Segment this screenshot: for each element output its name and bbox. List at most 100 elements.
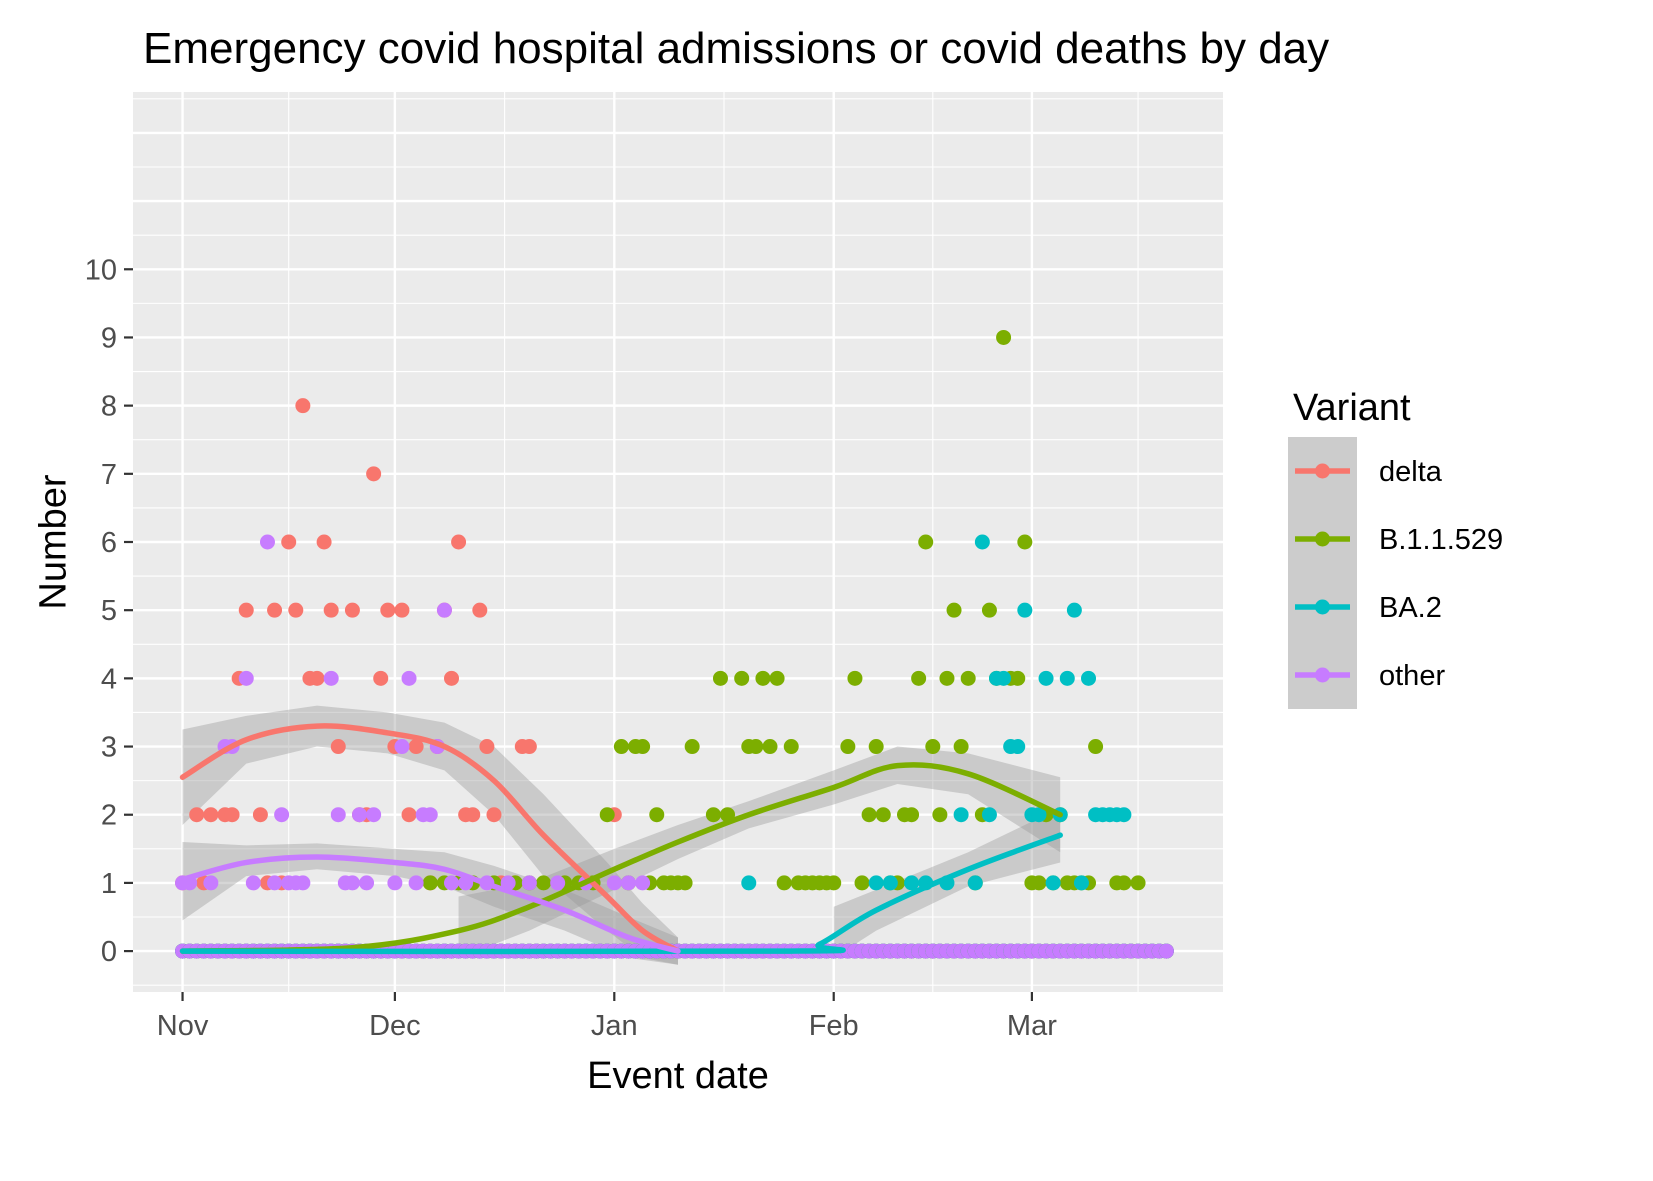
point-B.1.1.529 xyxy=(981,602,997,618)
point-other xyxy=(394,739,410,755)
legend-key-background xyxy=(1288,437,1357,709)
point-BA.2 xyxy=(1010,739,1026,755)
point-other xyxy=(274,807,290,823)
point-B.1.1.529 xyxy=(1010,670,1026,686)
point-delta xyxy=(444,670,460,686)
point-other xyxy=(323,670,339,686)
point-B.1.1.529 xyxy=(932,807,948,823)
legend-label: BA.2 xyxy=(1379,592,1442,624)
point-B.1.1.529 xyxy=(875,807,891,823)
point-B.1.1.529 xyxy=(734,670,750,686)
legend-key-point xyxy=(1315,599,1330,615)
legend: Variant delta B.1.1.529 BA.2 other xyxy=(1288,387,1503,709)
point-B.1.1.529 xyxy=(599,807,615,823)
point-BA.2 xyxy=(981,807,997,823)
y-tick-label: 9 xyxy=(101,322,117,354)
point-delta xyxy=(267,602,283,618)
point-delta xyxy=(408,739,424,755)
point-B.1.1.529 xyxy=(613,739,629,755)
point-other xyxy=(500,875,516,891)
point-B.1.1.529 xyxy=(705,807,721,823)
point-B.1.1.529 xyxy=(847,670,863,686)
point-delta xyxy=(521,739,537,755)
point-B.1.1.529 xyxy=(911,670,927,686)
smooth-curve-delta xyxy=(179,723,681,954)
y-tick-label: 2 xyxy=(101,800,117,832)
point-BA.2 xyxy=(1031,807,1047,823)
smooth-curve-B.1.1.529 xyxy=(179,762,1063,954)
point-other xyxy=(620,875,636,891)
point-other xyxy=(330,807,346,823)
y-tick-label: 8 xyxy=(101,391,117,423)
point-other xyxy=(351,807,367,823)
point-BA.2 xyxy=(996,670,1012,686)
point-delta xyxy=(366,466,382,482)
point-B.1.1.529 xyxy=(854,875,870,891)
point-delta xyxy=(238,602,254,618)
confidence-band-B.1.1.529 xyxy=(458,746,1061,958)
point-other xyxy=(344,875,360,891)
point-BA.2 xyxy=(1045,875,1061,891)
x-tick-label: Jan xyxy=(591,1010,638,1042)
point-delta xyxy=(380,602,396,618)
y-axis: 0 1 2 3 4 5 6 7 8 9 10 xyxy=(85,254,133,968)
point-B.1.1.529 xyxy=(677,875,693,891)
x-axis: Nov Dec Jan Feb Mar xyxy=(157,992,1057,1042)
point-delta xyxy=(373,670,389,686)
point-B.1.1.529 xyxy=(635,739,651,755)
point-other xyxy=(436,602,452,618)
point-other xyxy=(387,875,403,891)
point-B.1.1.529 xyxy=(960,670,976,686)
point-BA.2 xyxy=(967,875,983,891)
point-delta xyxy=(394,602,410,618)
point-BA.2 xyxy=(904,875,920,891)
point-BA.2 xyxy=(1116,807,1132,823)
point-BA.2 xyxy=(1066,602,1082,618)
point-BA.2 xyxy=(974,534,990,550)
legend-label: other xyxy=(1379,660,1445,692)
point-delta xyxy=(203,807,219,823)
x-axis-title: Event date xyxy=(587,1055,769,1097)
point-B.1.1.529 xyxy=(861,807,877,823)
point-BA.2 xyxy=(1059,670,1075,686)
point-other xyxy=(245,875,261,891)
point-other xyxy=(238,670,254,686)
point-B.1.1.529 xyxy=(925,739,941,755)
point-delta xyxy=(316,534,332,550)
y-tick-label: 3 xyxy=(101,732,117,764)
x-tick-label: Feb xyxy=(809,1010,859,1042)
smooth-curves xyxy=(179,723,1063,955)
point-B.1.1.529 xyxy=(1116,875,1132,891)
point-other xyxy=(444,875,460,891)
y-tick-label: 6 xyxy=(101,527,117,559)
point-B.1.1.529 xyxy=(868,739,884,755)
point-B.1.1.529 xyxy=(953,739,969,755)
point-delta xyxy=(323,602,339,618)
point-B.1.1.529 xyxy=(684,739,700,755)
y-tick-label: 1 xyxy=(101,868,117,900)
y-tick-label: 10 xyxy=(85,254,117,286)
point-B.1.1.529 xyxy=(939,670,955,686)
smooth-curve-BA.2 xyxy=(179,832,1063,955)
point-B.1.1.529 xyxy=(1088,739,1104,755)
x-tick-label: Dec xyxy=(369,1010,421,1042)
legend-label: B.1.1.529 xyxy=(1379,524,1503,556)
major-gridlines xyxy=(133,92,1223,992)
point-B.1.1.529 xyxy=(996,329,1012,345)
point-other xyxy=(359,875,375,891)
point-delta xyxy=(451,534,467,550)
point-other xyxy=(203,875,219,891)
point-B.1.1.529 xyxy=(762,739,778,755)
point-B.1.1.529 xyxy=(826,875,842,891)
y-tick-label: 7 xyxy=(101,459,117,491)
point-delta xyxy=(330,739,346,755)
point-delta xyxy=(401,807,417,823)
point-BA.2 xyxy=(868,875,884,891)
point-other xyxy=(366,807,382,823)
point-B.1.1.529 xyxy=(904,807,920,823)
point-other xyxy=(550,875,566,891)
legend-label: delta xyxy=(1379,456,1443,488)
x-tick-label: Nov xyxy=(157,1010,209,1042)
x-tick-label: Mar xyxy=(1007,1010,1057,1042)
